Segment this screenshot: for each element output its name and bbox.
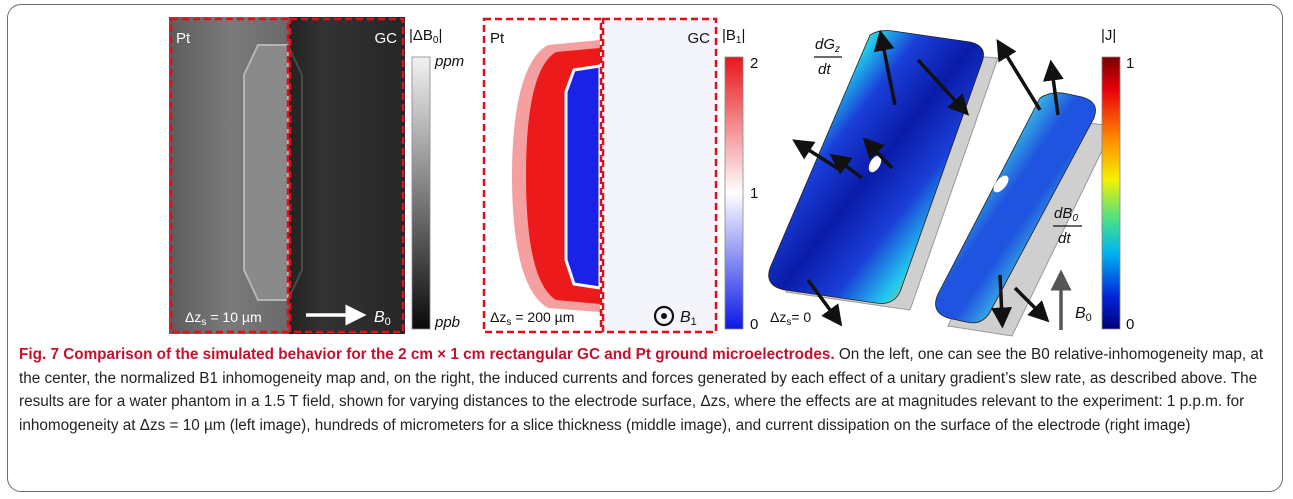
- b1-electrode: [564, 64, 602, 290]
- caption-body: On the left, one can see the B0 relative…: [19, 346, 1264, 434]
- b1-out-of-page-icon: [653, 305, 675, 327]
- gc-region: [289, 17, 405, 334]
- caption-lead: Fig. 7 Comparison of the simulated behav…: [19, 346, 835, 363]
- b0-colorbar: |ΔB0| ppm ppb: [409, 27, 464, 331]
- b0-plate: [935, 92, 1096, 324]
- b0-field-label: B0: [374, 309, 391, 328]
- b0-label-gc: GC: [375, 30, 398, 47]
- figure-panels: Pt GC Δzs = 10 µm B0 |ΔB0| ppm ppb Pt GC …: [169, 17, 1134, 337]
- b1-map-panel: Pt GC Δzs = 200 µm B1: [482, 17, 718, 334]
- gc-dashed-box: [288, 17, 405, 334]
- b0-distance-label: Δzs = 10 µm: [185, 309, 262, 328]
- b1-colorbar-title: |B1|: [722, 27, 745, 46]
- dgz-denominator: dt: [818, 61, 831, 78]
- j-distance-label: Δzs= 0: [770, 309, 811, 328]
- figure-caption: Fig. 7 Comparison of the simulated behav…: [19, 343, 1274, 437]
- electrode-outline: [243, 44, 289, 301]
- b0-map-panel: Pt GC Δzs = 10 µm B0: [169, 17, 405, 334]
- db0-denominator: dt: [1058, 230, 1071, 247]
- dgz-numerator: dGz: [815, 36, 840, 55]
- b1-label-gc: GC: [688, 30, 711, 47]
- j-colorbar: |J| 1 0: [1101, 27, 1134, 333]
- gradient-force-arrows: [792, 29, 970, 327]
- b1-tick-0: 0: [750, 316, 758, 333]
- b0-colorbar-bottom: ppb: [434, 314, 460, 331]
- current-map-panel: dGz dt dB0 dt Δzs= 0 B0: [768, 29, 1115, 337]
- b1-tick-1: 1: [750, 185, 758, 202]
- b1-pt-dashed-box: [482, 17, 603, 334]
- b1-tick-2: 2: [750, 55, 758, 72]
- b1-gc-dashed-box: [601, 17, 718, 334]
- j-colorbar-title: |J|: [1101, 27, 1116, 44]
- b0-force-arrows: [991, 39, 1064, 329]
- b0-colorbar-title: |ΔB0|: [409, 27, 442, 46]
- j-tick-0: 0: [1126, 316, 1134, 333]
- figure-frame: [7, 4, 1283, 492]
- b1-field-label: B1: [680, 309, 697, 328]
- pt-dashed-box: [169, 17, 290, 334]
- b1-label-pt: Pt: [490, 30, 505, 47]
- j-tick-1: 1: [1126, 55, 1134, 72]
- b0-label-pt: Pt: [176, 30, 191, 47]
- b1-distance-label: Δzs = 200 µm: [490, 309, 574, 328]
- b0-colorbar-top: ppm: [434, 53, 464, 70]
- b1-colorbar: |B1| 2 1 0: [722, 27, 758, 333]
- j-field-label: B0: [1075, 305, 1092, 324]
- db0-numerator: dB0: [1054, 205, 1078, 224]
